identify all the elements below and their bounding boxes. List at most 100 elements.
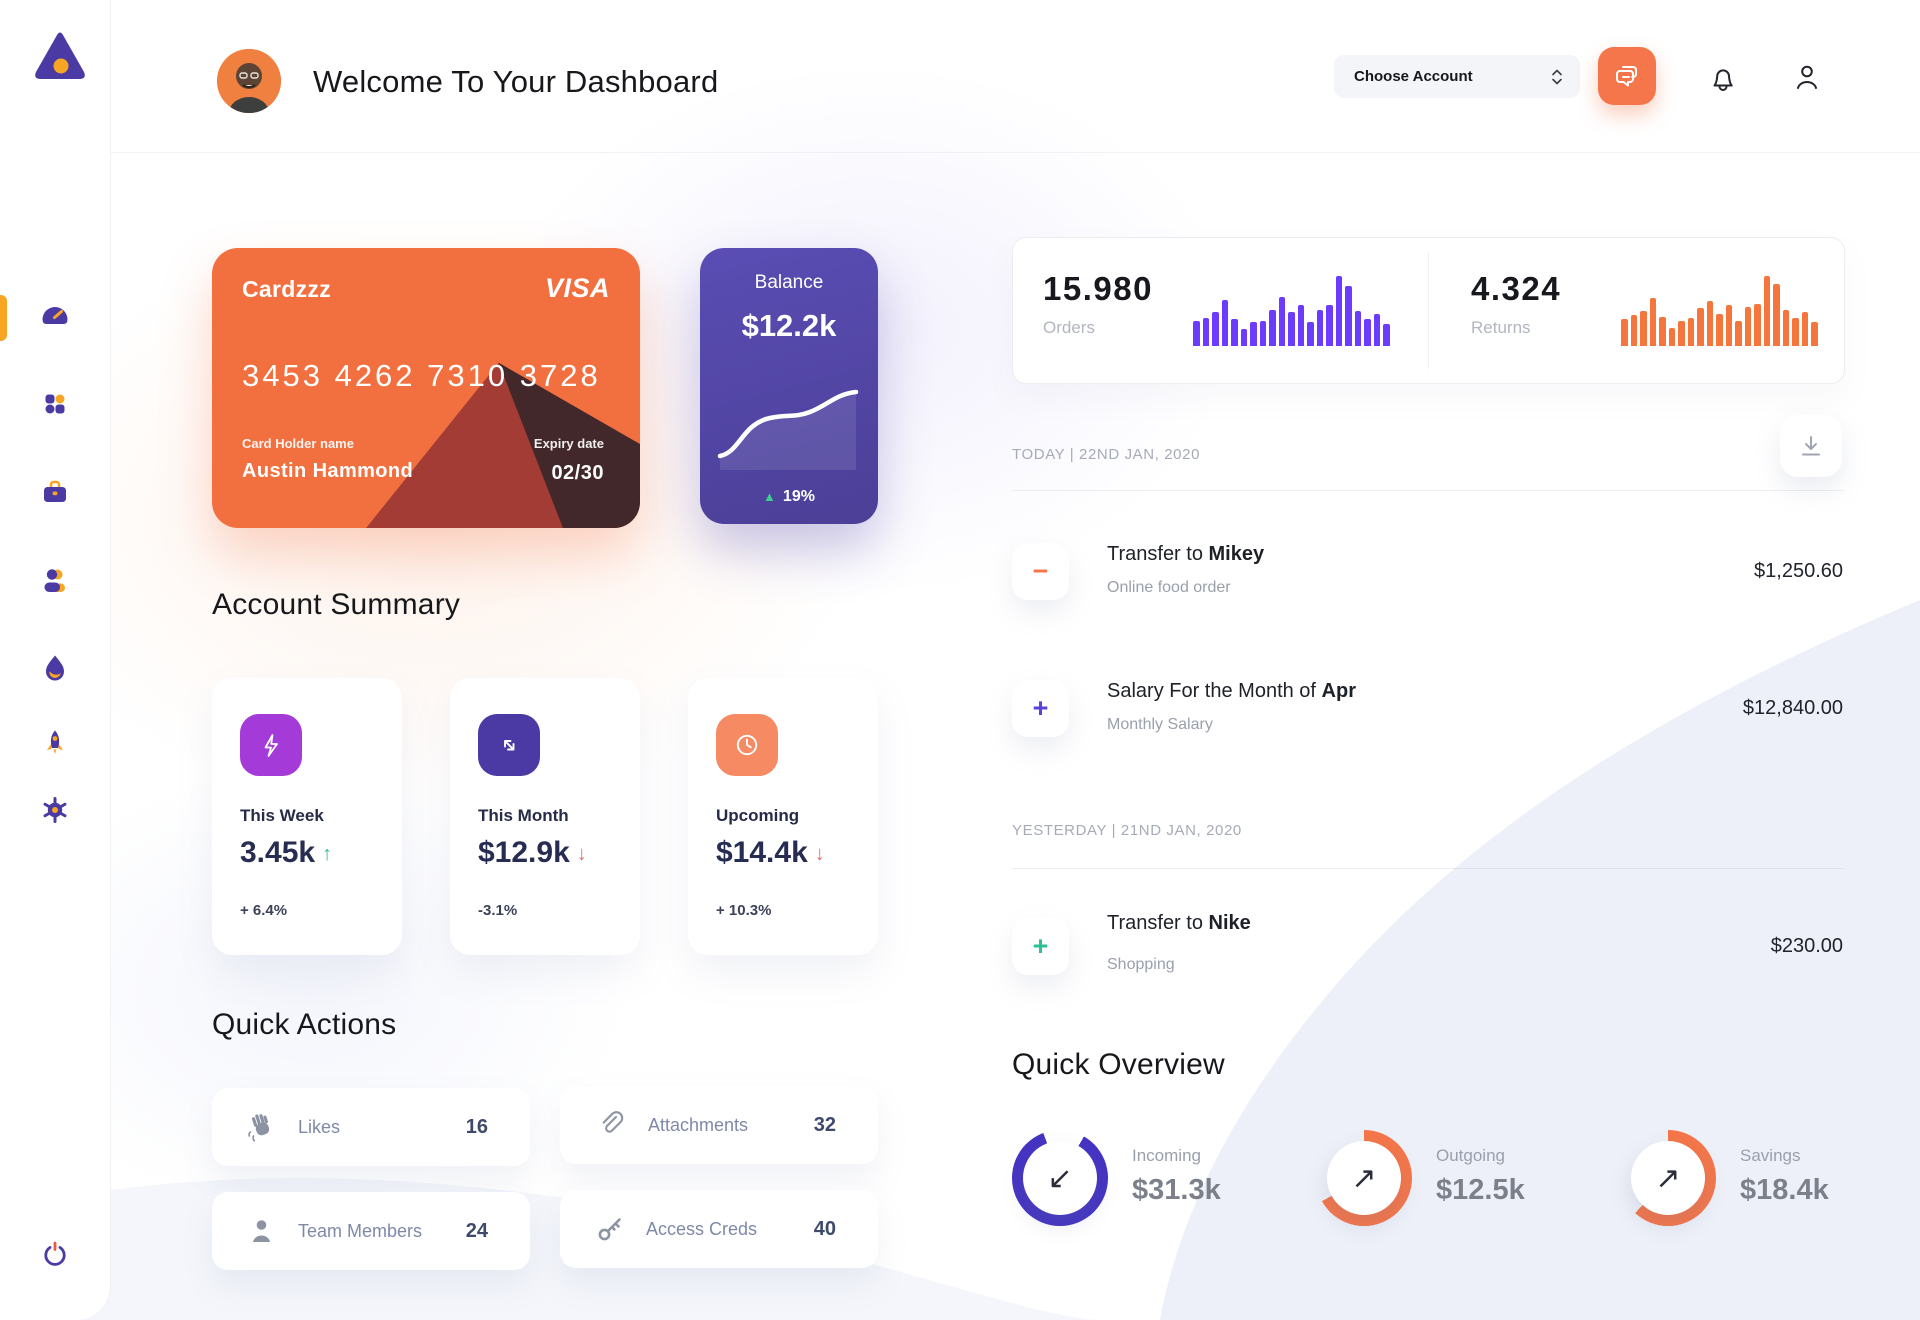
member-icon — [253, 1220, 270, 1242]
overview-value: $12.5k — [1436, 1174, 1525, 1206]
trend-arrow-icon: ↓ — [576, 843, 587, 865]
arrow-up-right-icon: ↗ — [1327, 1141, 1401, 1215]
balance-change: ▲ 19% — [700, 488, 878, 506]
summary-value: $12.9k ↓ — [478, 836, 587, 869]
balance-change-value: 19% — [782, 488, 815, 505]
quick-action-access-creds[interactable]: Access Creds 40 — [560, 1190, 878, 1268]
quick-action-label: Team Members — [298, 1220, 423, 1241]
quick-action-count: 40 — [813, 1217, 836, 1240]
summary-label: This Week — [240, 806, 324, 825]
summary-label: This Month — [478, 806, 569, 825]
sidebar-item-apps-grid-dots-icon[interactable] — [39, 388, 71, 420]
overview-label: Incoming — [1132, 1146, 1201, 1165]
page-title: Welcome To Your Dashboard — [313, 64, 719, 99]
notifications-button[interactable] — [1706, 60, 1740, 94]
card-holder-name: Austin Hammond — [242, 460, 414, 482]
sidebar-item-activity-flame-icon[interactable] — [39, 652, 71, 684]
quick-actions-heading: Quick Actions — [212, 1008, 397, 1041]
trend-arrows-icon — [478, 714, 540, 776]
summary-change: + 10.3% — [716, 902, 772, 919]
quick-action-attachments[interactable]: Attachments 32 — [560, 1086, 878, 1164]
card-name: Cardzzz — [242, 276, 332, 302]
download-icon — [1802, 436, 1820, 456]
transaction-subtitle: Online food order — [1107, 579, 1231, 596]
card-expiry: Expiry date 02/30 — [534, 436, 604, 485]
active-nav-indicator — [0, 295, 7, 341]
quick-action-count: 16 — [465, 1115, 488, 1138]
transaction-amount: $12,840.00 — [1742, 697, 1843, 719]
transaction-minus-icon: − — [1012, 543, 1069, 600]
sidebar-item-settings-gear-icon[interactable] — [39, 794, 71, 826]
avatar-photo — [217, 49, 281, 113]
logout-power-icon[interactable] — [39, 1238, 71, 1270]
stats-divider — [1428, 252, 1429, 369]
clock-icon — [716, 714, 778, 776]
transaction-row[interactable]: + Transfer to Nike Shopping $230.00 — [1012, 912, 1843, 978]
summary-card-upcoming: Upcoming $14.4k ↓ + 10.3% — [688, 678, 878, 955]
header-divider — [111, 152, 1920, 153]
summary-value: $14.4k ↓ — [716, 836, 825, 869]
incoming-donut: ↙ — [1012, 1130, 1108, 1226]
card-holder-label: Card Holder name — [242, 436, 354, 451]
arrow-up-right-icon: ↗ — [1631, 1141, 1705, 1215]
account-select[interactable]: Choose Account — [1334, 55, 1580, 98]
app-logo[interactable] — [27, 28, 93, 90]
sidebar-item-portfolio-briefcase-icon[interactable] — [39, 476, 71, 508]
quick-action-likes[interactable]: Likes 16 — [212, 1088, 530, 1166]
quick-action-count: 24 — [465, 1219, 488, 1242]
quick-action-label: Access Creds — [646, 1218, 758, 1239]
visa-logo: VISA — [544, 273, 610, 303]
summary-change: -3.1% — [478, 902, 518, 919]
transaction-plus-icon: + — [1012, 918, 1069, 975]
feed-date-yesterday: YESTERDAY | 21ND JAN, 2020 — [1012, 822, 1242, 839]
transaction-title: Salary For the Month of Apr — [1107, 680, 1356, 702]
profile-button[interactable] — [1790, 60, 1824, 94]
chat-button[interactable] — [1598, 47, 1656, 105]
savings-donut: ↗ — [1620, 1130, 1716, 1226]
sidebar-item-dashboard-speedometer-icon[interactable] — [39, 300, 71, 332]
account-select-label: Choose Account — [1354, 68, 1473, 85]
overview-value: $18.4k — [1740, 1174, 1829, 1206]
transaction-plus-icon: + — [1012, 680, 1069, 737]
balance-card: Balance $12.2k ▲ 19% — [700, 248, 878, 524]
quick-action-team-members[interactable]: Team Members 24 — [212, 1192, 530, 1270]
chevron-up-down-icon — [1552, 69, 1562, 84]
returns-label: Returns — [1471, 318, 1531, 337]
transaction-amount: $230.00 — [1770, 935, 1843, 957]
orders-label: Orders — [1043, 318, 1095, 337]
overview-label: Outgoing — [1436, 1146, 1505, 1165]
summary-change: + 6.4% — [240, 902, 288, 919]
trend-arrow-icon: ↓ — [814, 843, 825, 865]
summary-label: Upcoming — [716, 806, 800, 825]
returns-value: 4.324 — [1471, 270, 1562, 307]
feed-divider — [1012, 490, 1843, 491]
overview-label: Savings — [1740, 1146, 1801, 1165]
quick-overview-heading: Quick Overview — [1012, 1048, 1225, 1081]
up-arrow-icon: ▲ — [763, 489, 776, 504]
quick-action-label: Likes — [298, 1116, 341, 1137]
balance-value: $12.2k — [741, 308, 837, 343]
transaction-row[interactable]: − Transfer to Mikey Online food order $1… — [1012, 543, 1843, 603]
download-button[interactable] — [1780, 415, 1842, 477]
paperclip-icon — [602, 1111, 624, 1133]
overview-value: $31.3k — [1132, 1174, 1221, 1206]
credit-card: Cardzzz VISA 3453 4262 7310 3728 Card Ho… — [212, 248, 640, 528]
transaction-subtitle: Shopping — [1107, 956, 1175, 973]
sidebar-item-team-users-icon[interactable] — [39, 564, 71, 596]
returns-bar-chart — [1621, 274, 1821, 346]
transaction-row[interactable]: + Salary For the Month of Apr Monthly Sa… — [1012, 680, 1843, 740]
account-summary-heading: Account Summary — [212, 588, 461, 621]
card-expiry-label: Expiry date — [533, 436, 604, 451]
trend-arrow-icon: ↑ — [322, 843, 333, 865]
user-avatar[interactable] — [217, 49, 281, 113]
transaction-subtitle: Monthly Salary — [1107, 716, 1213, 733]
balance-label: Balance — [754, 272, 824, 293]
card-number: 3453 4262 7310 3728 — [242, 358, 601, 393]
outgoing-donut: ↗ — [1316, 1130, 1412, 1226]
sidebar-item-boost-rocket-icon[interactable] — [39, 728, 71, 760]
transaction-title: Transfer to Mikey — [1107, 543, 1265, 565]
clap-icon — [248, 1114, 270, 1142]
chat-bubbles-icon — [1616, 66, 1637, 87]
lightning-icon — [240, 714, 302, 776]
